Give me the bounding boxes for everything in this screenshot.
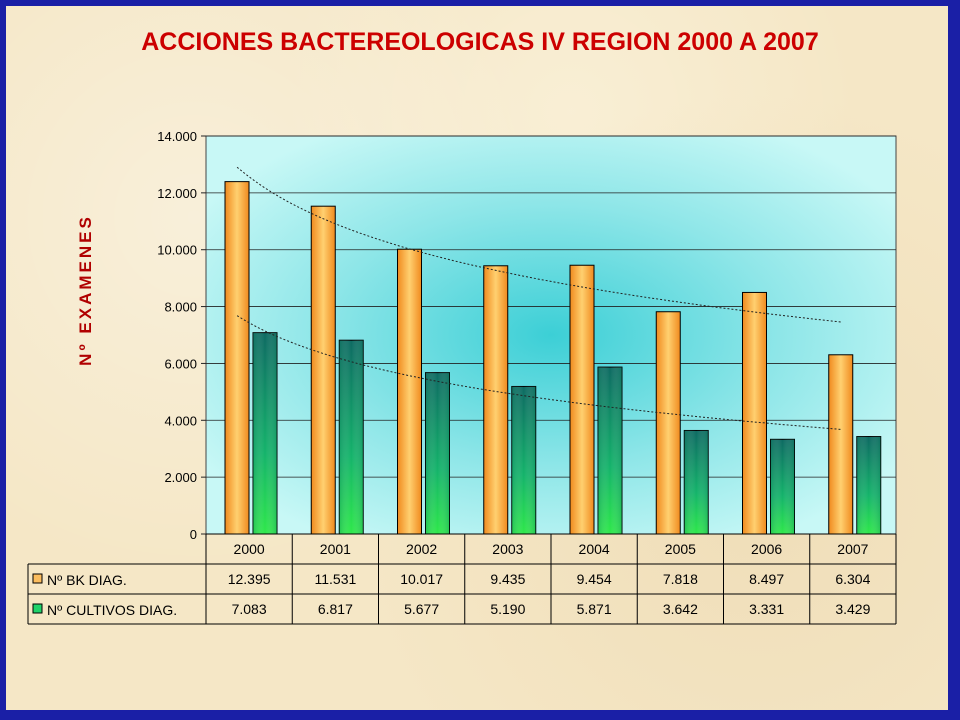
data-label: 7.083 [232,601,267,617]
trendline-bk [236,166,841,323]
bar-bk-2003 [483,265,509,535]
y-tick-label: 14.000 [157,129,197,144]
legend-swatch-1 [32,603,43,614]
data-label: 3.429 [835,601,870,617]
y-tick-label: 2.000 [164,470,197,485]
data-label: 11.531 [314,571,356,587]
x-category-label: 2006 [751,541,782,557]
legend-entry: Nº CULTIVOS DIAG. [47,602,177,618]
data-label: 5.190 [490,601,525,617]
bar-cultivos-shade-2005 [684,430,709,534]
x-category-label: 2004 [579,541,610,557]
x-category-label: 2000 [234,541,265,557]
bar-bk-2002 [397,248,422,535]
bar-cultivos-shade-2007 [856,436,881,534]
x-category-label: 2007 [837,541,868,557]
trendline-cultivos [236,315,841,430]
bar-bk-2000 [224,181,250,535]
data-label: 6.817 [318,601,353,617]
y-tick-label: 6.000 [164,356,197,371]
data-label: 12.395 [228,571,271,587]
data-label: 6.304 [835,571,870,587]
y-tick-label: 12.000 [157,186,197,201]
chart-title: ACCIONES BACTEREOLOGICAS IV REGION 2000 … [141,28,819,56]
bar-cultivos-shade-2002 [425,372,450,534]
data-label: 9.435 [490,571,525,587]
data-label: 10.017 [400,571,443,587]
y-tick-label: 8.000 [164,300,197,315]
y-tick-label: 4.000 [164,413,197,428]
data-label: 9.454 [577,571,612,587]
x-category-label: 2005 [665,541,696,557]
bar-cultivos-shade-2003 [511,386,536,534]
bar-cultivos-shade-2001 [339,340,364,534]
x-category-label: 2002 [406,541,437,557]
legend-swatch-0 [32,573,43,584]
bar-bk-2005 [655,311,681,535]
bar-bk-2007 [828,354,854,535]
data-label: 3.331 [749,601,784,617]
data-label: 5.871 [577,601,612,617]
legend-entry: Nº BK DIAG. [47,572,127,588]
bar-cultivos-shade-2004 [598,367,622,534]
x-category-label: 2001 [320,541,351,557]
data-label: 3.642 [663,601,698,617]
y-tick-label: 0 [190,527,197,542]
bar-cultivos-shade-2000 [253,332,277,534]
data-label: 7.818 [663,571,698,587]
x-category-label: 2003 [492,541,523,557]
bar-bk-2001 [310,205,336,535]
bar-bk-2006 [742,291,767,535]
bar-bk-2004 [569,264,595,535]
bar-cultivos-shade-2006 [770,439,795,534]
data-label: 5.677 [404,601,439,617]
y-tick-label: 10.000 [157,243,197,258]
data-label: 8.497 [749,571,784,587]
